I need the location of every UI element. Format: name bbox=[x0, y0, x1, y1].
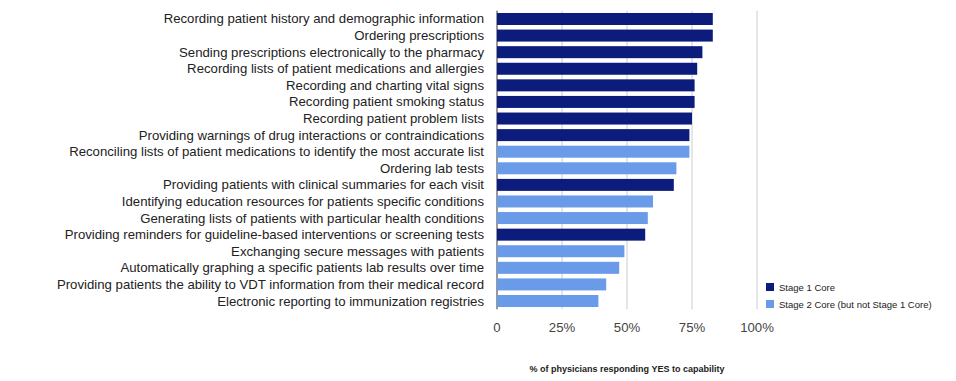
tick-label: 75% bbox=[679, 320, 706, 335]
category-label: Providing reminders for guideline-based … bbox=[65, 227, 485, 242]
bar bbox=[497, 179, 674, 191]
category-label: Recording and charting vital signs bbox=[286, 78, 484, 93]
bar bbox=[497, 195, 653, 207]
category-label: Recording lists of patient medications a… bbox=[187, 61, 484, 76]
bar bbox=[497, 229, 645, 241]
bar bbox=[497, 113, 692, 125]
bar bbox=[497, 295, 598, 307]
legend-swatch bbox=[766, 283, 774, 291]
bar bbox=[497, 212, 648, 224]
y-axis-labels: Recording patient history and demographi… bbox=[57, 11, 484, 308]
legend: Stage 1 Core Stage 2 Core (but not Stage … bbox=[766, 282, 932, 310]
category-label: Identifying education resources for pati… bbox=[122, 194, 485, 209]
bar bbox=[497, 46, 702, 58]
category-label: Ordering prescriptions bbox=[354, 28, 484, 43]
category-label: Electronic reporting to immunization reg… bbox=[217, 294, 484, 309]
category-label: Recording patient problem lists bbox=[303, 111, 484, 126]
tick-label: 100% bbox=[740, 320, 774, 335]
tick-label: 25% bbox=[549, 320, 576, 335]
bar bbox=[497, 79, 695, 91]
legend-swatch bbox=[766, 300, 774, 308]
grid-line bbox=[757, 11, 758, 310]
chart: Recording patient history and demographi… bbox=[0, 0, 956, 381]
bar bbox=[497, 63, 697, 75]
bar bbox=[497, 96, 695, 108]
tick-label: 50% bbox=[614, 320, 641, 335]
bar bbox=[497, 13, 713, 25]
category-label: Automatically graphing a specific patien… bbox=[120, 260, 484, 275]
x-axis-title: % of physicians responding YES to capabi… bbox=[530, 364, 725, 374]
bar bbox=[497, 129, 689, 141]
category-label: Providing patients the ability to VDT in… bbox=[57, 277, 484, 292]
tick-label: 0 bbox=[493, 320, 500, 335]
bar bbox=[497, 262, 619, 274]
category-label: Ordering lab tests bbox=[380, 161, 484, 176]
legend-label: Stage 2 Core (but not Stage 1 Core) bbox=[779, 299, 932, 310]
x-axis: 0 25% 50% 75% 100% bbox=[493, 320, 774, 335]
bars bbox=[497, 13, 713, 307]
bar bbox=[497, 278, 606, 290]
category-label: Sending prescriptions electronically to … bbox=[179, 45, 484, 60]
category-label: Generating lists of patients with partic… bbox=[140, 211, 484, 226]
bar bbox=[497, 146, 689, 158]
bar bbox=[497, 30, 713, 42]
category-label: Exchanging secure messages with patients bbox=[231, 244, 484, 259]
category-label: Providing patients with clinical summari… bbox=[163, 177, 484, 192]
bar bbox=[497, 245, 624, 257]
grid bbox=[497, 11, 757, 310]
category-label: Reconciling lists of patient medications… bbox=[69, 144, 484, 159]
legend-label: Stage 1 Core bbox=[779, 282, 835, 293]
category-label: Recording patient smoking status bbox=[289, 94, 484, 109]
category-label: Recording patient history and demographi… bbox=[164, 11, 484, 26]
bar bbox=[497, 162, 676, 174]
category-label: Providing warnings of drug interactions … bbox=[139, 128, 485, 143]
